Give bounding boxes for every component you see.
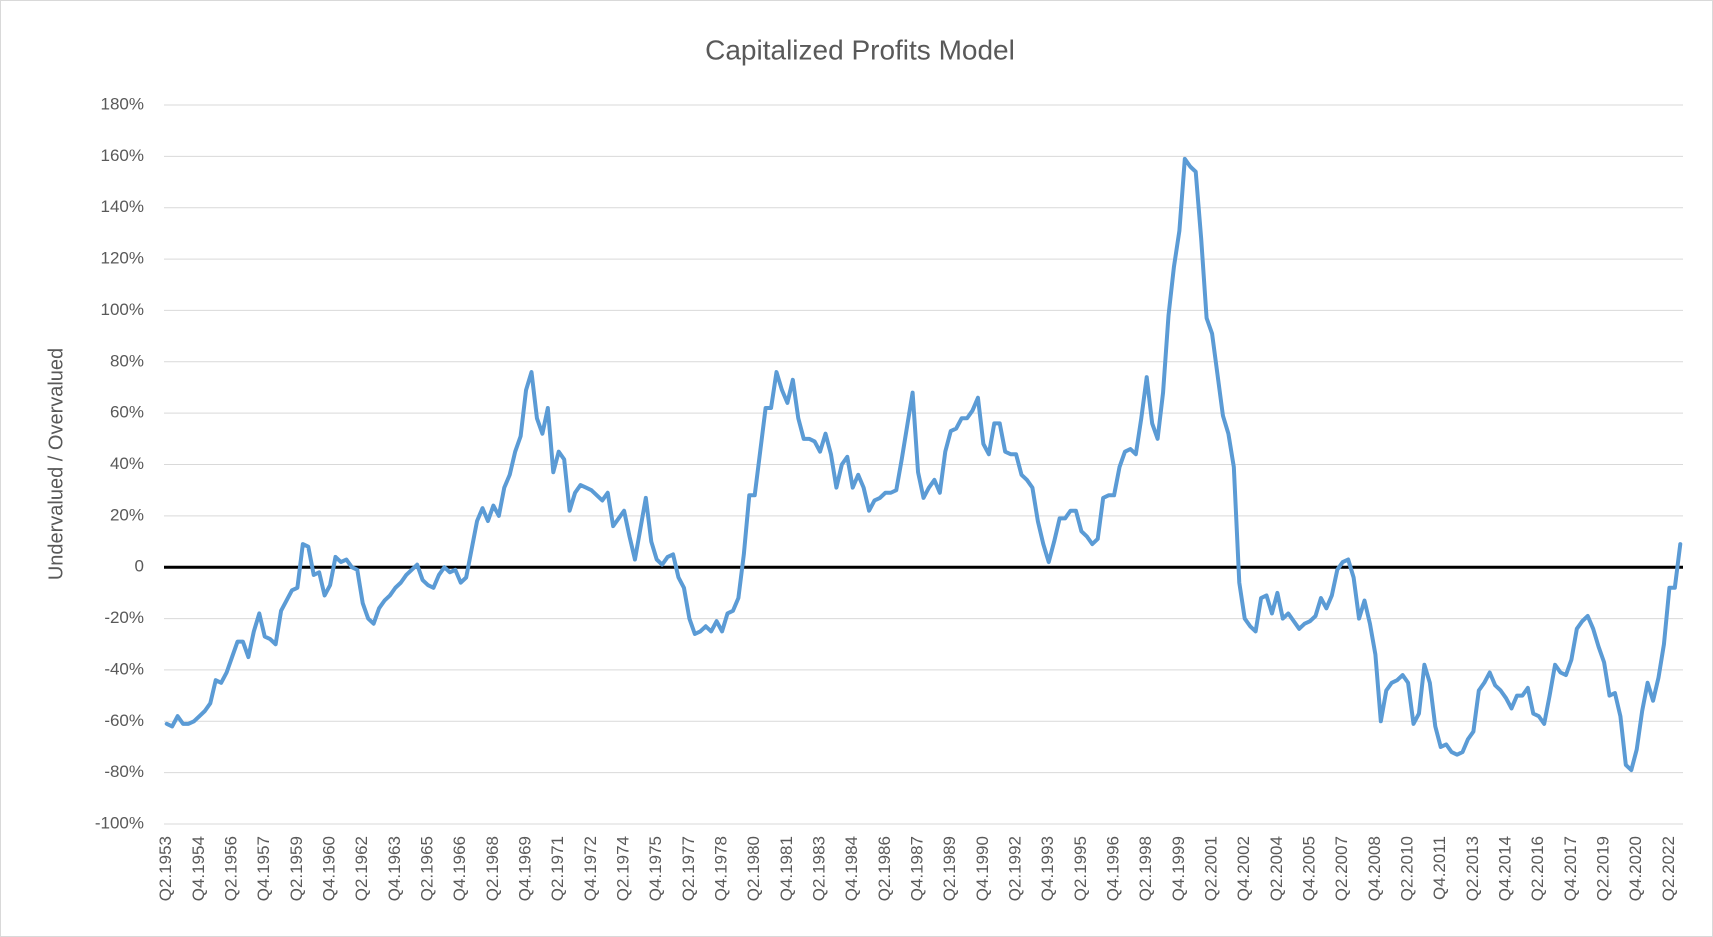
x-tick-label: Q4.1978 bbox=[712, 836, 731, 901]
y-tick-label: 80% bbox=[110, 351, 144, 370]
x-tick-label: Q2.1956 bbox=[222, 836, 241, 901]
x-tick-label: Q4.1954 bbox=[189, 836, 208, 901]
y-tick-label: -40% bbox=[104, 659, 144, 678]
x-tick-label: Q2.2010 bbox=[1398, 836, 1417, 901]
x-tick-label: Q4.1984 bbox=[842, 836, 861, 901]
x-tick-label: Q4.2014 bbox=[1496, 836, 1515, 901]
x-tick-label: Q2.2001 bbox=[1202, 836, 1221, 901]
y-tick-label: -100% bbox=[95, 813, 144, 832]
y-tick-label: 180% bbox=[101, 94, 144, 113]
y-tick-label: 20% bbox=[110, 505, 144, 524]
x-tick-label: Q2.1980 bbox=[744, 836, 763, 901]
x-tick-label: Q2.2004 bbox=[1267, 836, 1286, 901]
x-tick-label: Q2.1974 bbox=[614, 836, 633, 901]
y-tick-label: 100% bbox=[101, 300, 144, 319]
x-tick-label: Q4.2002 bbox=[1234, 836, 1253, 901]
x-tick-label: Q4.1969 bbox=[516, 836, 535, 901]
x-tick-label: Q2.1977 bbox=[679, 836, 698, 901]
x-tick-label: Q4.2005 bbox=[1300, 836, 1319, 901]
y-tick-label: 120% bbox=[101, 249, 144, 268]
x-tick-label: Q4.1996 bbox=[1104, 836, 1123, 901]
x-tick-label: Q2.2013 bbox=[1463, 836, 1482, 901]
x-tick-label: Q4.1999 bbox=[1169, 836, 1188, 901]
x-tick-label: Q2.1965 bbox=[418, 836, 437, 901]
x-tick-label: Q2.1968 bbox=[483, 836, 502, 901]
x-tick-label: Q4.2017 bbox=[1561, 836, 1580, 901]
x-tick-label: Q4.1963 bbox=[385, 836, 404, 901]
x-tick-label: Q4.1972 bbox=[581, 836, 600, 901]
x-tick-label: Q2.1959 bbox=[287, 836, 306, 901]
x-tick-label: Q4.1966 bbox=[450, 836, 469, 901]
x-tick-label: Q2.1953 bbox=[156, 836, 175, 901]
y-tick-label: -80% bbox=[104, 762, 144, 781]
x-tick-label: Q4.1981 bbox=[777, 836, 796, 901]
y-axis-title: Undervalued / Overvalued bbox=[45, 348, 67, 580]
x-tick-label: Q4.1987 bbox=[908, 836, 927, 901]
x-tick-label: Q2.1992 bbox=[1006, 836, 1025, 901]
data-line bbox=[164, 156, 1683, 773]
y-tick-label: 0 bbox=[135, 557, 144, 576]
x-tick-label: Q4.1975 bbox=[646, 836, 665, 901]
x-tick-label: Q4.2020 bbox=[1626, 836, 1645, 901]
x-tick-label: Q2.1995 bbox=[1071, 836, 1090, 901]
x-tick-label: Q4.1993 bbox=[1038, 836, 1057, 901]
x-tick-label: Q4.1960 bbox=[320, 836, 339, 901]
y-tick-label: 60% bbox=[110, 403, 144, 422]
x-tick-label: Q2.1983 bbox=[810, 836, 829, 901]
chart-title: Capitalized Profits Model bbox=[705, 34, 1015, 65]
y-tick-label: -20% bbox=[104, 608, 144, 627]
x-tick-label: Q2.1962 bbox=[352, 836, 371, 901]
x-tick-label: Q2.1971 bbox=[548, 836, 567, 901]
y-tick-label: 140% bbox=[101, 197, 144, 216]
x-tick-label: Q4.1957 bbox=[254, 836, 273, 901]
x-tick-label: Q2.2016 bbox=[1528, 836, 1547, 901]
x-tick-label: Q2.2022 bbox=[1659, 836, 1678, 901]
x-tick-label: Q4.2008 bbox=[1365, 836, 1384, 901]
x-tick-label: Q4.2011 bbox=[1430, 836, 1449, 900]
y-tick-label: 160% bbox=[101, 146, 144, 165]
x-tick-label: Q2.1986 bbox=[875, 836, 894, 901]
x-tick-label: Q4.1990 bbox=[973, 836, 992, 901]
x-tick-label: Q2.1998 bbox=[1136, 836, 1155, 901]
x-tick-label: Q2.2019 bbox=[1594, 836, 1613, 901]
x-tick-label: Q2.2007 bbox=[1332, 836, 1351, 901]
y-tick-label: -60% bbox=[104, 711, 144, 730]
y-tick-label: 40% bbox=[110, 454, 144, 473]
x-tick-label: Q2.1989 bbox=[940, 836, 959, 901]
